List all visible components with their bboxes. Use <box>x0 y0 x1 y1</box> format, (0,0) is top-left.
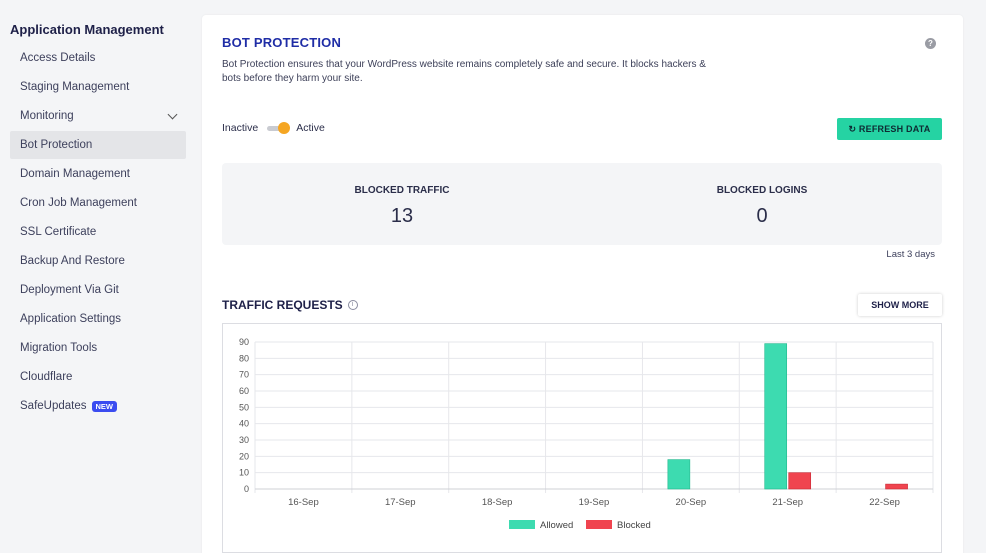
sidebar-item-label: Cron Job Management <box>20 197 137 209</box>
sidebar-item-staging-management[interactable]: Staging Management <box>10 73 186 101</box>
x-tick-label: 17-Sep <box>385 497 416 508</box>
bar-allowed <box>667 459 691 490</box>
sidebar-item-application-settings[interactable]: Application Settings <box>10 305 186 333</box>
blocked-traffic-label: BLOCKED TRAFFIC <box>354 185 450 196</box>
toggle-on-label: Active <box>296 122 325 134</box>
y-tick-label: 20 <box>239 451 249 461</box>
sidebar-item-cron-job-management[interactable]: Cron Job Management <box>10 189 186 217</box>
y-tick-label: 30 <box>239 435 249 445</box>
sidebar-item-bot-protection[interactable]: Bot Protection <box>10 131 186 159</box>
new-badge: NEW <box>91 400 117 412</box>
sidebar-item-label: Monitoring <box>20 110 74 122</box>
sidebar-item-monitoring[interactable]: Monitoring <box>10 102 186 130</box>
bot-protection-card: BOT PROTECTION ? Bot Protection ensures … <box>202 15 963 553</box>
toggle-knob <box>278 121 291 134</box>
sidebar-item-label: Backup And Restore <box>20 255 125 267</box>
info-icon[interactable]: i <box>347 300 358 310</box>
bar-blocked <box>885 483 908 490</box>
protection-toggle[interactable] <box>267 121 291 134</box>
x-tick-label: 18-Sep <box>482 497 513 508</box>
sidebar-title: Application Management <box>10 22 164 37</box>
toggle-off-label: Inactive <box>222 122 259 134</box>
sidebar-item-label: SafeUpdates <box>20 400 87 412</box>
sidebar-item-label: Bot Protection <box>20 139 93 151</box>
sidebar-item-label: Cloudflare <box>20 371 73 383</box>
y-tick-label: 60 <box>239 386 249 396</box>
page-description: Bot Protection ensures that your WordPre… <box>222 59 706 84</box>
sidebar-item-label: SSL Certificate <box>20 226 97 238</box>
traffic-chart-container: 0 10 20 30 40 50 60 70 80 90 16-Sep 17-Sep 18-Sep 19-… <box>222 323 942 553</box>
y-tick-label: 70 <box>239 370 249 380</box>
page-title: BOT PROTECTION <box>222 35 342 50</box>
sidebar-item-safeupdates[interactable]: SafeUpdates NEW <box>10 392 186 420</box>
refresh-data-button[interactable]: ↻ REFRESH DATA <box>837 118 942 140</box>
sidebar-item-deployment-via-git[interactable]: Deployment Via Git <box>10 276 186 304</box>
blocked-traffic-value: 13 <box>390 205 414 227</box>
x-tick-label: 19-Sep <box>579 497 610 508</box>
sidebar-item-migration-tools[interactable]: Migration Tools <box>10 334 186 362</box>
sidebar-item-domain-management[interactable]: Domain Management <box>10 160 186 188</box>
y-tick-label: 90 <box>239 337 249 347</box>
sidebar: Application Management Access Details St… <box>0 0 192 553</box>
sidebar-item-cloudflare[interactable]: Cloudflare <box>10 363 186 391</box>
traffic-requests-chart: 0 10 20 30 40 50 60 70 80 90 16-Sep 17-Sep 18-Sep 19-… <box>239 337 934 531</box>
sidebar-item-backup-and-restore[interactable]: Backup And Restore <box>10 247 186 275</box>
x-tick-label: 16-Sep <box>288 497 319 508</box>
y-tick-label: 0 <box>244 484 249 494</box>
y-tick-label: 10 <box>239 468 249 478</box>
y-tick-label: 40 <box>239 419 249 429</box>
sidebar-item-label: Application Settings <box>20 313 122 325</box>
y-tick-label: 50 <box>239 402 249 412</box>
sidebar-item-label: Migration Tools <box>20 342 98 354</box>
legend-label-allowed: Allowed <box>540 520 573 531</box>
traffic-requests-title: TRAFFIC REQUESTS i <box>222 298 358 312</box>
blocked-logins-value: 0 <box>756 205 768 227</box>
blocked-logins-label: BLOCKED LOGINS <box>716 185 808 196</box>
chevron-down-icon <box>167 109 178 120</box>
sidebar-item-access-details[interactable]: Access Details <box>10 44 186 72</box>
stats-panel: BLOCKED TRAFFIC 13 BLOCKED LOGINS 0 <box>222 163 942 245</box>
y-tick-label: 80 <box>239 353 249 363</box>
x-tick-label: 20-Sep <box>676 497 707 508</box>
legend-swatch-blocked <box>586 520 612 529</box>
sidebar-item-label: Domain Management <box>20 168 130 180</box>
protection-toggle-row: Inactive Active <box>222 121 325 135</box>
sidebar-item-label: Deployment Via Git <box>20 284 119 296</box>
sidebar-item-ssl-certificate[interactable]: SSL Certificate <box>10 218 186 246</box>
traffic-requests-label: TRAFFIC REQUESTS <box>222 298 343 312</box>
legend-label-blocked: Blocked <box>617 520 651 531</box>
bar-allowed <box>764 343 788 490</box>
x-tick-label: 22-Sep <box>869 497 900 508</box>
period-label: Last 3 days <box>886 249 935 260</box>
legend-swatch-allowed <box>509 520 535 529</box>
help-icon[interactable]: ? <box>925 38 936 49</box>
show-more-button[interactable]: SHOW MORE <box>858 294 942 316</box>
sidebar-item-label: Staging Management <box>20 81 130 93</box>
bar-blocked <box>788 472 812 490</box>
x-tick-label: 21-Sep <box>772 497 803 508</box>
sidebar-item-label: Access Details <box>20 52 96 64</box>
